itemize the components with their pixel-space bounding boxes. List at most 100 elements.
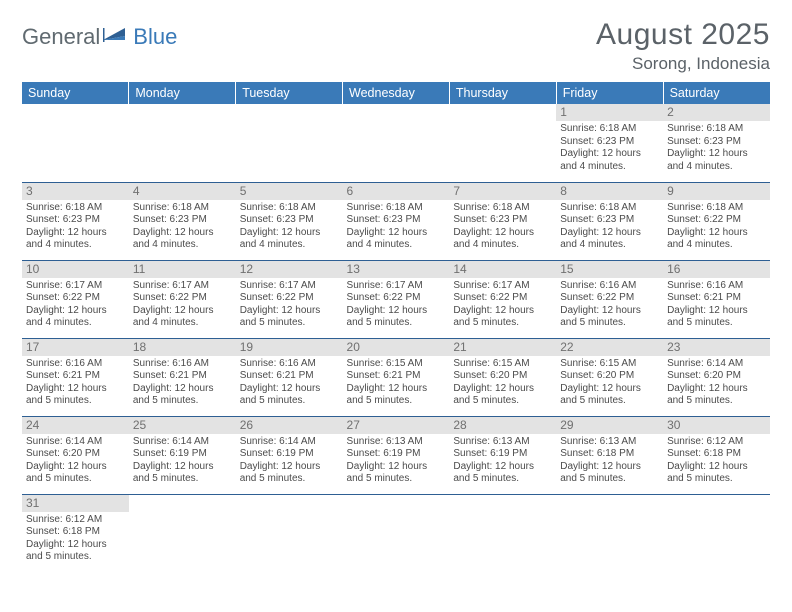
day-number: 21	[449, 339, 556, 356]
calendar-cell: 6Sunrise: 6:18 AMSunset: 6:23 PMDaylight…	[343, 182, 450, 260]
daylight-line: Daylight: 12 hours and 4 minutes.	[667, 227, 766, 252]
sunset-line: Sunset: 6:22 PM	[240, 292, 339, 305]
day-number: 27	[343, 417, 450, 434]
daylight-line: Daylight: 12 hours and 5 minutes.	[667, 383, 766, 408]
sunrise-line: Sunrise: 6:16 AM	[26, 358, 125, 371]
month-title: August 2025	[596, 18, 770, 52]
daylight-line: Daylight: 12 hours and 4 minutes.	[26, 305, 125, 330]
calendar-page: General Blue August 2025 Sorong, Indones…	[0, 0, 792, 582]
day-number: 24	[22, 417, 129, 434]
calendar-cell	[236, 494, 343, 572]
location-label: Sorong, Indonesia	[596, 54, 770, 74]
sunset-line: Sunset: 6:23 PM	[133, 214, 232, 227]
calendar-cell: 1 Sunrise: 6:18 AMSunset: 6:23 PMDaylight…	[556, 104, 663, 182]
day-number: 19	[236, 339, 343, 356]
sunrise-line: Sunrise: 6:14 AM	[240, 436, 339, 449]
daylight-line: Daylight: 12 hours and 4 minutes.	[453, 227, 552, 252]
logo-text-blue: Blue	[133, 24, 177, 50]
daylight-line: Daylight: 12 hours and 5 minutes.	[240, 461, 339, 486]
daylight-line: Daylight: 12 hours and 5 minutes.	[347, 305, 446, 330]
calendar-cell: 11Sunrise: 6:17 AMSunset: 6:22 PMDayligh…	[129, 260, 236, 338]
sunrise-line: Sunrise: 6:15 AM	[347, 358, 446, 371]
sunset-line: Sunset: 6:22 PM	[453, 292, 552, 305]
sunrise-line: Sunrise: 6:18 AM	[560, 123, 659, 136]
daylight-line: Daylight: 12 hours and 5 minutes.	[560, 305, 659, 330]
weekday-header: Tuesday	[236, 82, 343, 104]
calendar-cell: 26Sunrise: 6:14 AMSunset: 6:19 PMDayligh…	[236, 416, 343, 494]
logo: General Blue	[22, 24, 177, 50]
daylight-line: Daylight: 12 hours and 4 minutes.	[560, 148, 659, 173]
daylight-line: Daylight: 12 hours and 5 minutes.	[667, 305, 766, 330]
day-number: 15	[556, 261, 663, 278]
logo-flag-icon	[103, 26, 129, 49]
sunset-line: Sunset: 6:21 PM	[667, 292, 766, 305]
sunrise-line: Sunrise: 6:18 AM	[133, 202, 232, 215]
calendar-cell: 21Sunrise: 6:15 AMSunset: 6:20 PMDayligh…	[449, 338, 556, 416]
sunrise-line: Sunrise: 6:12 AM	[26, 514, 125, 527]
sunset-line: Sunset: 6:22 PM	[26, 292, 125, 305]
sunset-line: Sunset: 6:19 PM	[453, 448, 552, 461]
sunset-line: Sunset: 6:23 PM	[26, 214, 125, 227]
sunset-line: Sunset: 6:19 PM	[133, 448, 232, 461]
calendar-cell: 2Sunrise: 6:18 AMSunset: 6:23 PMDaylight…	[663, 104, 770, 182]
sunset-line: Sunset: 6:19 PM	[240, 448, 339, 461]
day-number: 1	[556, 104, 663, 121]
sunrise-line: Sunrise: 6:16 AM	[133, 358, 232, 371]
day-number: 5	[236, 183, 343, 200]
weekday-header-row: Sunday Monday Tuesday Wednesday Thursday…	[22, 82, 770, 104]
sunset-line: Sunset: 6:22 PM	[133, 292, 232, 305]
calendar-cell	[343, 104, 450, 182]
day-number: 9	[663, 183, 770, 200]
daylight-line: Daylight: 12 hours and 4 minutes.	[240, 227, 339, 252]
calendar-cell: 16Sunrise: 6:16 AMSunset: 6:21 PMDayligh…	[663, 260, 770, 338]
calendar-row: 17Sunrise: 6:16 AMSunset: 6:21 PMDayligh…	[22, 338, 770, 416]
calendar-cell: 13Sunrise: 6:17 AMSunset: 6:22 PMDayligh…	[343, 260, 450, 338]
sunrise-line: Sunrise: 6:18 AM	[240, 202, 339, 215]
daylight-line: Daylight: 12 hours and 5 minutes.	[560, 383, 659, 408]
sunrise-line: Sunrise: 6:17 AM	[26, 280, 125, 293]
calendar-cell: 28Sunrise: 6:13 AMSunset: 6:19 PMDayligh…	[449, 416, 556, 494]
sunset-line: Sunset: 6:23 PM	[667, 136, 766, 149]
day-number: 7	[449, 183, 556, 200]
sunset-line: Sunset: 6:23 PM	[560, 136, 659, 149]
daylight-line: Daylight: 12 hours and 5 minutes.	[26, 383, 125, 408]
sunset-line: Sunset: 6:22 PM	[667, 214, 766, 227]
sunrise-line: Sunrise: 6:16 AM	[560, 280, 659, 293]
daylight-line: Daylight: 12 hours and 4 minutes.	[133, 227, 232, 252]
sunset-line: Sunset: 6:23 PM	[347, 214, 446, 227]
weekday-header: Monday	[129, 82, 236, 104]
weekday-header: Wednesday	[343, 82, 450, 104]
calendar-cell: 31Sunrise: 6:12 AMSunset: 6:18 PMDayligh…	[22, 494, 129, 572]
calendar-cell: 18Sunrise: 6:16 AMSunset: 6:21 PMDayligh…	[129, 338, 236, 416]
sunset-line: Sunset: 6:20 PM	[453, 370, 552, 383]
sunrise-line: Sunrise: 6:17 AM	[240, 280, 339, 293]
calendar-cell: 9Sunrise: 6:18 AMSunset: 6:22 PMDaylight…	[663, 182, 770, 260]
daylight-line: Daylight: 12 hours and 5 minutes.	[26, 539, 125, 564]
calendar-cell	[449, 494, 556, 572]
calendar-cell: 23Sunrise: 6:14 AMSunset: 6:20 PMDayligh…	[663, 338, 770, 416]
daylight-line: Daylight: 12 hours and 5 minutes.	[453, 305, 552, 330]
sunset-line: Sunset: 6:20 PM	[560, 370, 659, 383]
day-number: 22	[556, 339, 663, 356]
sunset-line: Sunset: 6:21 PM	[347, 370, 446, 383]
calendar-table: Sunday Monday Tuesday Wednesday Thursday…	[22, 82, 770, 572]
calendar-cell	[663, 494, 770, 572]
calendar-cell: 20Sunrise: 6:15 AMSunset: 6:21 PMDayligh…	[343, 338, 450, 416]
day-number: 11	[129, 261, 236, 278]
sunset-line: Sunset: 6:20 PM	[26, 448, 125, 461]
sunset-line: Sunset: 6:22 PM	[560, 292, 659, 305]
weekday-header: Saturday	[663, 82, 770, 104]
sunset-line: Sunset: 6:21 PM	[26, 370, 125, 383]
sunset-line: Sunset: 6:23 PM	[453, 214, 552, 227]
daylight-line: Daylight: 12 hours and 5 minutes.	[240, 383, 339, 408]
sunset-line: Sunset: 6:23 PM	[240, 214, 339, 227]
calendar-row: 3Sunrise: 6:18 AMSunset: 6:23 PMDaylight…	[22, 182, 770, 260]
sunset-line: Sunset: 6:20 PM	[667, 370, 766, 383]
calendar-cell: 15 Sunrise: 6:16 AMSunset: 6:22 PMDayligh…	[556, 260, 663, 338]
sunrise-line: Sunrise: 6:18 AM	[453, 202, 552, 215]
day-number: 10	[22, 261, 129, 278]
sunrise-line: Sunrise: 6:18 AM	[347, 202, 446, 215]
sunrise-line: Sunrise: 6:12 AM	[667, 436, 766, 449]
day-number: 18	[129, 339, 236, 356]
day-number: 25	[129, 417, 236, 434]
